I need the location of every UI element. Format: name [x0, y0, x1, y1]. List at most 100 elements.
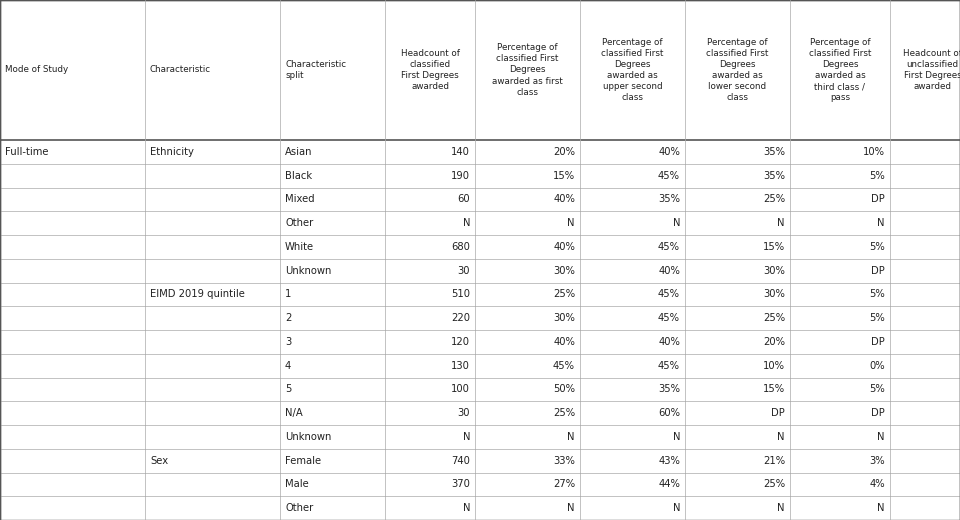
- Text: 44%: 44%: [659, 479, 680, 489]
- Text: 40%: 40%: [659, 337, 680, 347]
- Text: 50%: 50%: [553, 384, 575, 394]
- Text: 4: 4: [285, 361, 291, 371]
- Text: 40%: 40%: [659, 147, 680, 157]
- Text: 35%: 35%: [763, 171, 785, 180]
- Text: Percentage of
classified First
Degrees
awarded as
third class /
pass: Percentage of classified First Degrees a…: [809, 38, 871, 102]
- Text: N/A: N/A: [285, 408, 302, 418]
- Text: Mixed: Mixed: [285, 194, 315, 204]
- Text: N: N: [567, 432, 575, 442]
- Text: 510: 510: [451, 289, 470, 300]
- Text: 680: 680: [451, 242, 470, 252]
- Text: 45%: 45%: [658, 313, 680, 323]
- Text: N: N: [778, 218, 785, 228]
- Text: Percentage of
classified First
Degrees
awarded as
lower second
class: Percentage of classified First Degrees a…: [707, 38, 769, 102]
- Text: 30%: 30%: [763, 266, 785, 276]
- Text: 45%: 45%: [658, 242, 680, 252]
- Text: 25%: 25%: [553, 289, 575, 300]
- Text: 130: 130: [451, 361, 470, 371]
- Text: 190: 190: [451, 171, 470, 180]
- Text: 21%: 21%: [763, 456, 785, 465]
- Text: N: N: [877, 218, 885, 228]
- Text: DP: DP: [872, 194, 885, 204]
- Text: N: N: [673, 432, 680, 442]
- Text: Full-time: Full-time: [5, 147, 49, 157]
- Text: 20%: 20%: [553, 147, 575, 157]
- Text: 45%: 45%: [658, 289, 680, 300]
- Text: 4%: 4%: [870, 479, 885, 489]
- Text: Female: Female: [285, 456, 322, 465]
- Text: N: N: [567, 218, 575, 228]
- Text: N: N: [778, 432, 785, 442]
- Text: EIMD 2019 quintile: EIMD 2019 quintile: [150, 289, 245, 300]
- Text: 25%: 25%: [553, 408, 575, 418]
- Text: 45%: 45%: [658, 361, 680, 371]
- Text: 45%: 45%: [553, 361, 575, 371]
- Text: Mode of Study: Mode of Study: [5, 66, 68, 74]
- Text: 15%: 15%: [553, 171, 575, 180]
- Text: N: N: [567, 503, 575, 513]
- Text: 370: 370: [451, 479, 470, 489]
- Text: 40%: 40%: [553, 242, 575, 252]
- Text: DP: DP: [872, 266, 885, 276]
- Text: 43%: 43%: [659, 456, 680, 465]
- Text: 30%: 30%: [553, 313, 575, 323]
- Text: 10%: 10%: [763, 361, 785, 371]
- Text: 25%: 25%: [763, 479, 785, 489]
- Text: 5%: 5%: [869, 289, 885, 300]
- Text: Black: Black: [285, 171, 312, 180]
- Text: 60: 60: [457, 194, 470, 204]
- Text: 60%: 60%: [658, 408, 680, 418]
- Text: 120: 120: [451, 337, 470, 347]
- Text: Other: Other: [285, 218, 313, 228]
- Text: Unknown: Unknown: [285, 432, 331, 442]
- Text: 5%: 5%: [869, 171, 885, 180]
- Text: DP: DP: [771, 408, 785, 418]
- Text: 2: 2: [285, 313, 292, 323]
- Text: 30: 30: [458, 408, 470, 418]
- Text: White: White: [285, 242, 314, 252]
- Text: Percentage of
classified First
Degrees
awarded as
upper second
class: Percentage of classified First Degrees a…: [601, 38, 663, 102]
- Text: 45%: 45%: [658, 171, 680, 180]
- Text: N: N: [778, 503, 785, 513]
- Text: 40%: 40%: [553, 194, 575, 204]
- Text: 33%: 33%: [553, 456, 575, 465]
- Text: 15%: 15%: [763, 384, 785, 394]
- Text: 20%: 20%: [763, 337, 785, 347]
- Text: Headcount of
classified
First Degrees
awarded: Headcount of classified First Degrees aw…: [400, 49, 460, 91]
- Text: Percentage of
classified First
Degrees
awarded as first
class: Percentage of classified First Degrees a…: [492, 43, 563, 97]
- Text: 5: 5: [285, 384, 292, 394]
- Text: 25%: 25%: [763, 194, 785, 204]
- Text: Ethnicity: Ethnicity: [150, 147, 194, 157]
- Text: 140: 140: [451, 147, 470, 157]
- Text: 5%: 5%: [869, 384, 885, 394]
- Text: 740: 740: [451, 456, 470, 465]
- Text: Other: Other: [285, 503, 313, 513]
- Text: 25%: 25%: [763, 313, 785, 323]
- Text: Unknown: Unknown: [285, 266, 331, 276]
- Text: Male: Male: [285, 479, 309, 489]
- Text: 35%: 35%: [658, 384, 680, 394]
- Text: 35%: 35%: [763, 147, 785, 157]
- Text: N: N: [463, 432, 470, 442]
- Text: DP: DP: [872, 408, 885, 418]
- Text: 10%: 10%: [863, 147, 885, 157]
- Text: 30%: 30%: [553, 266, 575, 276]
- Text: N: N: [673, 218, 680, 228]
- Text: DP: DP: [872, 337, 885, 347]
- Text: 40%: 40%: [659, 266, 680, 276]
- Text: 40%: 40%: [553, 337, 575, 347]
- Text: 3: 3: [285, 337, 291, 347]
- Text: 0%: 0%: [870, 361, 885, 371]
- Text: 27%: 27%: [553, 479, 575, 489]
- Text: 30%: 30%: [763, 289, 785, 300]
- Text: N: N: [463, 218, 470, 228]
- Text: 5%: 5%: [869, 242, 885, 252]
- Text: N: N: [877, 432, 885, 442]
- Text: 15%: 15%: [763, 242, 785, 252]
- Text: 5%: 5%: [869, 313, 885, 323]
- Text: Sex: Sex: [150, 456, 168, 465]
- Text: 220: 220: [451, 313, 470, 323]
- Text: 35%: 35%: [658, 194, 680, 204]
- Text: N: N: [463, 503, 470, 513]
- Text: N: N: [877, 503, 885, 513]
